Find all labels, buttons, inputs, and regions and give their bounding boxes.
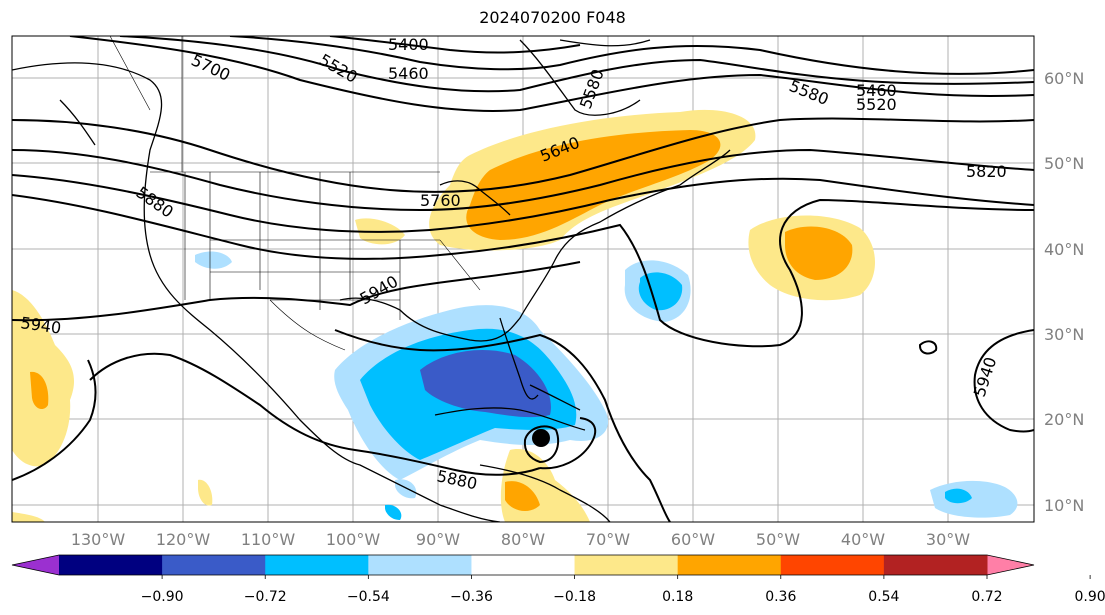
colorbar-tick-label: 0.18 [662,589,693,605]
contour-label: 5400 [388,35,429,54]
plot-frame [11,35,1035,523]
contour-label: 5520 [856,95,897,114]
lon-label: 100°W [326,530,381,549]
colorbar-cell [883,555,988,575]
colorbar-tick-label: −0.54 [347,589,390,605]
lon-label: 50°W [756,530,800,549]
lon-label: 120°W [156,530,211,549]
lon-label: 70°W [586,530,630,549]
colorbar-tick-label: 0.36 [765,589,796,605]
map-title: 2024070200 F048 [479,8,626,27]
colorbar-outline [11,554,1035,576]
colorbar-cell [265,555,369,575]
colorbar-cell [780,555,885,575]
lat-label: 50°N [1044,154,1084,173]
lat-label: 20°N [1044,410,1084,429]
contour-label: 5820 [966,162,1007,181]
gridlines [12,36,1034,522]
contour-label: 5460 [856,81,897,100]
lon-label: 60°W [671,530,715,549]
lon-label: 80°W [501,530,545,549]
colorbar-tick-label: −0.18 [553,589,596,605]
lon-label: 110°W [241,530,296,549]
colorbar-tick-label: 0.54 [868,589,899,605]
colorbar-lower-extension [12,555,59,575]
colorbar-tick-label: 0.90 [1075,589,1105,605]
height-contours [12,36,1034,522]
colorbar-cell [162,555,266,575]
colorbar-cell [471,555,576,575]
lon-label: 40°W [841,530,885,549]
lat-label: 60°N [1044,69,1084,88]
colorbar-tick-label: −0.90 [141,589,184,605]
colorbar-tick-label: −0.72 [244,589,287,605]
contour-label: 5460 [388,64,429,83]
lat-label: 10°N [1044,496,1084,515]
contour-label: 5760 [420,191,461,210]
lat-label: 40°N [1044,240,1084,259]
colorbar-cell [368,555,472,575]
colorbar-upper-extension [987,555,1034,575]
longitude-labels: 130°W 120°W 110°W 100°W 90°W 80°W 70°W 6… [71,530,970,549]
colorbar-cell [677,555,782,575]
coastlines [12,39,731,522]
lat-label: 30°N [1044,325,1084,344]
colorbar-cell [574,555,679,575]
colorbar: −0.90 −0.72 −0.54 −0.36 −0.18 0.18 0.36 0.54 0.7… [11,554,1105,605]
latitude-labels: 60°N 50°N 40°N 30°N 20°N 10°N [1044,69,1084,515]
lon-label: 90°W [416,530,460,549]
colorbar-tick-label: −0.36 [450,589,493,605]
colorbar-cell [59,555,163,575]
colorbar-tick-label: 0.72 [971,589,1002,605]
lon-label: 30°W [926,530,970,549]
lon-label: 130°W [71,530,126,549]
storm-center-marker [532,429,550,447]
